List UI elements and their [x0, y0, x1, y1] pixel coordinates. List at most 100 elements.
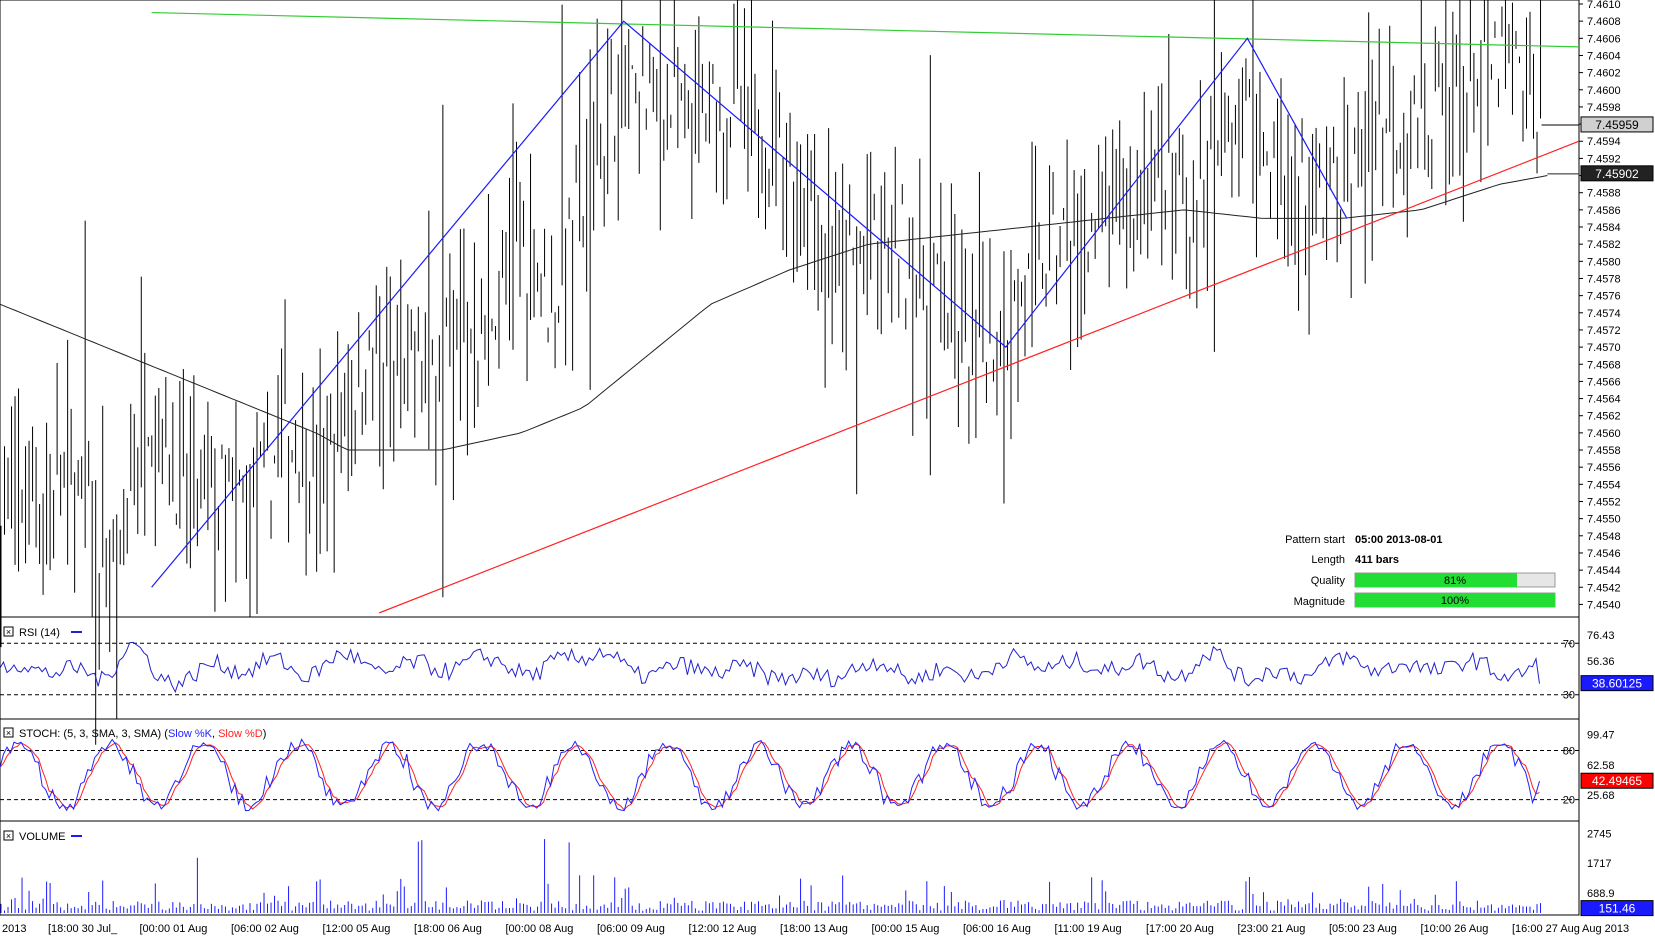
- price-tick-label: 7.4550: [1587, 514, 1621, 526]
- quality-value: 81%: [1444, 575, 1466, 587]
- stoch-tick-label: 25.68: [1587, 790, 1615, 802]
- time-tick-label: [06:00 09 Aug: [597, 923, 665, 935]
- volume-current-badge-text: 151.46: [1599, 902, 1636, 916]
- stoch-title-prefix: STOCH: (5, 3, SMA, 3, SMA) (: [19, 728, 168, 740]
- rsi-level-label: 70: [1563, 638, 1575, 650]
- price-tick-label: 7.4558: [1587, 445, 1621, 457]
- rsi-title: RSI (14): [19, 627, 60, 639]
- volume-axis: 2745 1717 688.9 151.46: [1580, 828, 1654, 917]
- rsi-tick-label: 56.36: [1587, 656, 1615, 668]
- stoch-tick-label: 99.47: [1587, 730, 1615, 742]
- time-tick-label: [12:00 12 Aug: [689, 923, 757, 935]
- volume-panel: × VOLUME 2745 1717 688.9 151.46: [0, 828, 1654, 917]
- rsi-level-label: 30: [1563, 690, 1575, 702]
- stoch-level-label: 20: [1563, 795, 1575, 807]
- rsi-tick-label: 76.43: [1587, 630, 1615, 642]
- volume-close-icon: ×: [6, 831, 11, 841]
- stoch-close-icon: ×: [6, 728, 11, 738]
- time-tick-label: 2013: [2, 923, 26, 935]
- price-tick-label: 7.4602: [1587, 68, 1621, 80]
- price-tick-label: 7.4570: [1587, 342, 1621, 354]
- current-price-badge-text: 7.45959: [1595, 118, 1639, 132]
- pattern-start-label: Pattern start: [1285, 534, 1345, 546]
- price-tick-label: 7.4594: [1587, 136, 1621, 148]
- rsi-path: [0, 641, 1540, 694]
- price-tick-label: 7.4574: [1587, 308, 1621, 320]
- time-tick-label: [11:00 19 Aug: [1055, 923, 1122, 935]
- volume-close-box[interactable]: [3, 830, 14, 841]
- rsi-close-icon: ×: [6, 627, 11, 637]
- stoch-title-suffix: ): [263, 728, 267, 740]
- stoch-close-box[interactable]: [3, 727, 14, 738]
- stoch-current-badge-bg: [1580, 772, 1654, 789]
- stoch-title-sep: ,: [212, 728, 218, 740]
- price-bars: [0, 0, 1579, 745]
- quality-label: Quality: [1311, 575, 1346, 587]
- price-tick-label: 7.4588: [1587, 188, 1621, 200]
- time-tick-label: [00:00 08 Aug: [506, 923, 574, 935]
- stoch-title: STOCH: (5, 3, SMA, 3, SMA) (Slow %K, Slo…: [19, 728, 266, 740]
- ma-badge-bg: [1580, 165, 1654, 182]
- price-tick-label: 7.4554: [1587, 479, 1621, 491]
- price-tick-label: 7.4548: [1587, 531, 1621, 543]
- price-tick-label: 7.4552: [1587, 496, 1621, 508]
- price-tick-label: 7.4580: [1587, 256, 1621, 268]
- time-tick-label: [00:00 15 Aug: [872, 923, 940, 935]
- stoch-panel-frame: [0, 718, 1580, 822]
- price-tick-label: 7.4582: [1587, 239, 1621, 251]
- rsi-close-box[interactable]: [3, 626, 14, 637]
- price-tick-label: 7.4568: [1587, 359, 1621, 371]
- price-tick-label: 7.4540: [1587, 599, 1621, 611]
- magnitude-value: 100%: [1441, 595, 1469, 607]
- price-tick-label: 7.4606: [1587, 33, 1621, 45]
- time-tick-label: [06:00 16 Aug: [963, 923, 1031, 935]
- pattern-info: Pattern start 05:00 2013-08-01 Length 41…: [1285, 534, 1556, 608]
- rsi-current-badge-bg: [1580, 675, 1654, 692]
- stoch-k-path: [0, 738, 1540, 812]
- price-tick-label: 7.4564: [1587, 394, 1621, 406]
- time-tick-label: [17:00 20 Aug: [1146, 923, 1214, 935]
- price-tick-label: 7.4584: [1587, 222, 1621, 234]
- rsi-panel-frame: [0, 616, 1580, 720]
- stoch-d-name: Slow %D: [218, 728, 263, 740]
- stoch-axis: 80 20 99.47 62.58 25.68 42.49465: [1563, 730, 1654, 807]
- rsi-line: [0, 641, 1579, 696]
- volume-tick-label: 1717: [1587, 858, 1611, 870]
- time-tick-label: [18:00 13 Aug: [780, 923, 848, 935]
- price-tick-label: 7.4598: [1587, 102, 1621, 114]
- volume-current-badge-bg: [1580, 900, 1654, 917]
- time-tick-label: [05:00 23 Aug: [1329, 923, 1397, 935]
- current-price-badge-bg: [1580, 116, 1654, 133]
- rsi-current-badge-text: 38.60125: [1592, 677, 1642, 691]
- volume-bars: [0, 839, 1542, 913]
- zigzag-pattern: [151, 20, 1348, 588]
- time-tick-label: [12:00 05 Aug: [323, 923, 391, 935]
- price-tick-label: 7.4604: [1587, 50, 1621, 62]
- magnitude-bar-fill: [1355, 593, 1555, 607]
- stoch-level-label: 80: [1563, 746, 1575, 758]
- time-tick-label: [18:00 30 Jul_: [48, 923, 118, 935]
- stoch-tick-label: 62.58: [1587, 760, 1615, 772]
- stoch-current-badge-text: 42.49465: [1592, 774, 1642, 788]
- length-label: Length: [1311, 554, 1345, 566]
- support-line: [378, 140, 1580, 614]
- stoch-lines: [0, 738, 1579, 812]
- time-tick-label: [23:00 21 Aug: [1238, 923, 1306, 935]
- volume-panel-frame: [0, 820, 1580, 916]
- price-tick-label: 7.4592: [1587, 153, 1621, 165]
- volume-title: VOLUME: [19, 831, 65, 843]
- ma-path: [0, 175, 1548, 451]
- time-tick-label: [18:00 06 Aug: [414, 923, 482, 935]
- price-tick-label: 7.4608: [1587, 16, 1621, 28]
- price-panel-frame: [0, 0, 1580, 618]
- trend-lines: [151, 11, 1580, 614]
- quality-bar-fill: [1355, 573, 1517, 587]
- price-tick-label: 7.4600: [1587, 85, 1621, 97]
- price-tick-label: 7.4544: [1587, 565, 1621, 577]
- time-axis: 2013 [18:00 30 Jul_ [00:00 01 Aug [06:00 02…: [2, 923, 1629, 935]
- resistance-line: [151, 11, 1580, 48]
- stoch-k-name: Slow %K: [168, 728, 213, 740]
- time-tick-label: [16:00 27 Aug: [1512, 923, 1580, 935]
- price-tick-label: 7.4566: [1587, 376, 1621, 388]
